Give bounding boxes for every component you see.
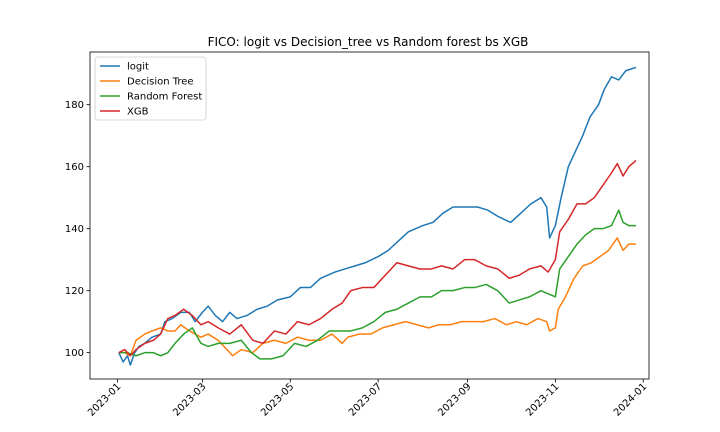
series-line-random-forest [118, 209, 637, 360]
legend-label: Random Forest [127, 92, 202, 103]
x-axis: 2023-01 2023-03 2023-05 2023-07 2023-09 2023-… [86, 379, 649, 419]
y-axis: 100 120 140 160 180 [65, 100, 90, 359]
legend-label: XGB [127, 107, 149, 118]
x-tick-label: 2023-07 [347, 381, 384, 418]
y-tick-label: 120 [65, 286, 84, 297]
chart-title: FICO: logit vs Decision_tree vs Random f… [208, 35, 529, 49]
y-tick-label: 160 [65, 162, 84, 173]
y-tick-label: 100 [65, 348, 84, 359]
legend-box [94, 56, 207, 121]
series-line-xgb [118, 159, 637, 357]
x-tick-label: 2023-09 [436, 381, 473, 418]
y-tick-label: 180 [65, 100, 84, 111]
y-tick-label: 140 [65, 224, 84, 235]
plot-frame [89, 51, 650, 380]
x-tick-label: 2023-03 [171, 381, 208, 418]
series-line-logit [118, 66, 637, 366]
legend: logit Decision Tree Random Forest XGB [94, 56, 207, 121]
x-tick-label: 2024-01 [612, 381, 649, 418]
x-tick-label: 2023-11 [524, 381, 561, 418]
series-line-decision-tree [118, 237, 637, 357]
series-layer [118, 66, 637, 366]
legend-label: Decision Tree [127, 77, 194, 88]
x-tick-label: 2023-01 [86, 381, 123, 418]
legend-label: logit [127, 62, 149, 73]
x-tick-label: 2023-05 [259, 381, 296, 418]
